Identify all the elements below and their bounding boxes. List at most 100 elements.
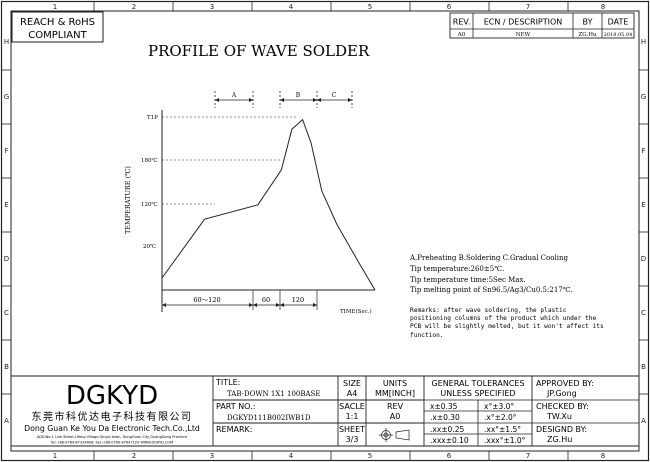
zone-bottom-7: 7 (526, 452, 530, 460)
zone-top-3: 3 (210, 3, 214, 11)
remarks-line2: positioning columns of the product which… (410, 315, 597, 322)
approved-label: APPROVED BY: (536, 379, 594, 388)
sheet-value: 3/3 (346, 435, 359, 444)
zone-right-c: C (641, 309, 646, 317)
notes-line1: Tip temperature:260±5℃. (410, 265, 504, 273)
zone-top-5: 5 (368, 3, 372, 11)
zone-right-f: F (641, 147, 645, 155)
zone-left-f: F (4, 147, 8, 155)
title-label: TITLE: (215, 378, 240, 387)
zone-bottom-8: 8 (601, 452, 605, 460)
remark-label: REMARK: (216, 425, 253, 434)
process-notes: A.Preheating B.Soldering C.Gradual Cooli… (409, 254, 604, 339)
tolerance-angular-2: .xx°±1.5° (484, 425, 521, 434)
x-dimension-lines (161, 290, 318, 310)
y-tick-20: 20℃ (143, 243, 156, 250)
scale-value: 1:1 (346, 412, 359, 421)
zone-bottom-1: 1 (53, 452, 57, 460)
revision-table: REV. ECN / DESCRIPTION BY DATE A0 NEW ZG… (449, 12, 635, 39)
title-block (10, 375, 640, 447)
size-label: SIZE (343, 379, 361, 388)
x-segment-1: 60～120 (193, 296, 220, 304)
notes-line2: Tip temperature time:5Sec Max. (410, 276, 526, 284)
zone-left-h: H (4, 38, 9, 46)
y-tick-180: 180℃ (141, 157, 158, 164)
tolerance-angular-3: .xxx°±1.0° (484, 436, 526, 445)
x-segment-2: 60 (262, 296, 270, 304)
zone-left-d: D (4, 255, 9, 263)
company-address: ADD:No.1 Lilie Street,Lifeng Village,Qin… (37, 435, 187, 439)
zone-bottom-2: 2 (132, 452, 136, 460)
phase-label-a: A (231, 92, 237, 99)
phase-label-b: B (296, 92, 301, 99)
zone-right-e: E (641, 201, 645, 209)
scale-label: SACLE (339, 402, 365, 411)
page-title: PROFILE OF WAVE SOLDER (148, 42, 370, 60)
units-label: UNITS (383, 379, 407, 388)
zone-top-1: 1 (53, 3, 57, 11)
zone-top-2: 2 (132, 3, 136, 11)
zone-right-b: B (641, 363, 646, 371)
compliance-line1: REACH & RoHS (20, 17, 95, 28)
inner-frame (10, 10, 640, 452)
company-name-en: Dong Guan Ke You Da Electronic Tech.Co.,… (24, 424, 200, 433)
zone-left-a: A (4, 417, 9, 425)
phase-markers (214, 91, 353, 108)
y-tick-tip: T1P (147, 115, 158, 121)
tolerance-title-1: GENERAL TOLERANCES (431, 379, 524, 388)
zone-left-g: G (4, 93, 9, 101)
checked-value: TW.Xu (546, 412, 572, 421)
y-axis-label: TEMPERATURE (℃) (124, 166, 132, 234)
zone-top-7: 7 (526, 3, 530, 11)
zone-bottom-3: 3 (210, 452, 214, 460)
zone-bottom-5: 5 (368, 452, 372, 460)
ecn-value: NEW (516, 32, 531, 38)
approved-value: JP.Gong (546, 389, 577, 398)
zone-bottom-6: 6 (447, 452, 452, 460)
tolerance-linear-0: x±0.35 (430, 402, 458, 411)
title-value: TAB-DOWN 1X1 100BASE (227, 390, 320, 398)
company-name-cn: 东莞市科优达电子科技有限公司 (32, 410, 193, 423)
units-value: MM[INCH] (375, 389, 415, 398)
zone-top-4: 4 (289, 3, 294, 11)
company-logo: DGKYD (66, 381, 158, 411)
rev-value-block: A0 (390, 412, 401, 421)
remarks-line3: PCB will be slightly melted, but it won'… (410, 323, 604, 330)
x-axis-label: TIME(Sec.) (340, 308, 372, 315)
y-guide-lines (162, 116, 298, 205)
zone-right-a: A (641, 417, 646, 425)
zone-left-e: E (4, 201, 8, 209)
y-tick-120: 120℃ (141, 201, 158, 208)
compliance-line2: COMPLIANT (28, 30, 87, 41)
designed-value: ZG.Hu (547, 435, 572, 444)
part-no-label: PART NO.: (216, 402, 255, 411)
tolerance-angular-1: .x°±2.0° (484, 413, 517, 422)
tolerance-title-2: UNLESS SPECIFIED (440, 389, 515, 398)
ecn-header: ECN / DESCRIPTION (484, 18, 563, 27)
notes-legend: A.Preheating B.Soldering C.Gradual Cooli… (409, 254, 568, 262)
rev-value: A0 (457, 32, 466, 38)
designed-label: DESIGND BY: (536, 425, 587, 434)
part-no-value: DGKYD111B002IWB1D (227, 414, 311, 422)
by-header: BY (583, 18, 593, 27)
zone-labels: 1 2 3 4 5 6 7 8 1 2 3 4 5 6 7 8 H G F E … (4, 3, 646, 460)
date-header: DATE (608, 18, 629, 27)
sheet-label: SHEET (339, 425, 365, 434)
notes-line3: Tip melting point of Sn96.5/Ag3/Cu0.5:21… (410, 286, 573, 294)
zone-left-c: C (4, 309, 9, 317)
temperature-curve (161, 118, 376, 291)
size-value: A4 (347, 389, 358, 398)
by-value: ZG.Hu (578, 32, 597, 38)
remarks-line1: Remarks: after wave soldering, the plast… (410, 307, 567, 314)
tolerance-linear-2: .xx±0.25 (430, 425, 464, 434)
compliance-box: REACH & RoHS COMPLIANT (11, 11, 104, 43)
tolerance-linear-1: .x±0.30 (430, 413, 460, 422)
zone-bottom-4: 4 (289, 452, 294, 460)
checked-label: CHECKED BY: (536, 402, 589, 411)
tolerance-angular-0: x°±3.0° (484, 402, 514, 411)
projection-symbol-icon (379, 428, 410, 442)
zone-left-b: B (4, 363, 9, 371)
